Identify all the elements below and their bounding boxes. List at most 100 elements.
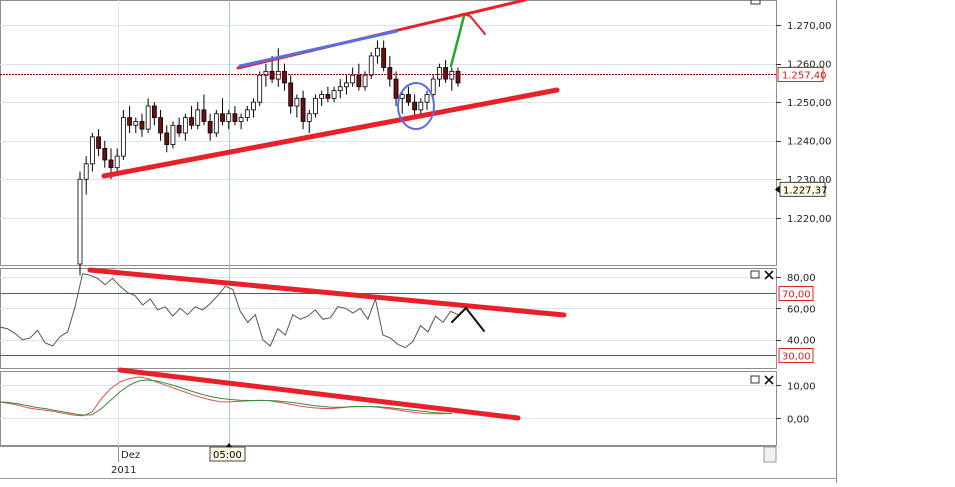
cursor-price-pointer [775,185,780,194]
candle-body [102,148,108,161]
candle-body [133,121,139,126]
candle-body [201,109,207,122]
macd-panel-close-icon[interactable] [764,375,774,385]
candle-body [430,78,436,95]
rsi-panel-close-icon[interactable] [764,270,774,280]
candle-40 [319,90,325,107]
candle-23 [213,109,219,137]
candle-39 [313,94,318,118]
candle-body [381,47,387,68]
candle-15 [164,125,170,153]
candle-body [83,163,89,180]
rsi-axis-tick-label-2: 80,00 [787,273,816,284]
candle-body [288,82,294,107]
candle-body [319,94,325,99]
candle-body [244,109,250,118]
candle-41 [325,86,331,103]
candle-12 [145,98,151,133]
price-axis-tick-label-3: 1.250,00 [787,98,832,109]
candle-30 [257,71,263,107]
current-price-tag-label: 1.257,40 [782,71,827,82]
candle-9 [127,106,132,133]
candle-body [257,74,263,103]
horizontal-scrollbar[interactable] [763,446,777,463]
candle-61 [449,67,455,91]
macd-panel-frame [0,371,777,446]
candle-body [368,55,374,76]
cursor-price-tag-label: 1.227,37 [783,185,828,196]
candle-body [443,67,449,80]
candle-14 [158,109,163,141]
gridlines [0,0,776,446]
candle-13 [151,102,157,126]
candle-body [114,155,120,169]
candle-body [282,70,287,84]
blue-highlight-circle [397,82,435,130]
candle-body [207,121,213,134]
candle-49 [375,40,380,64]
candle-body [313,97,318,115]
candle-24 [220,98,225,126]
candle-body [362,74,368,88]
candle-body [170,124,176,145]
candle-body [120,117,126,157]
candle-42 [331,86,337,103]
rsi-axis-tick-label-0: 40,00 [787,336,816,347]
candle-body [412,101,418,111]
candle-body [455,70,461,84]
rsi-level-70-tag-label: 70,00 [782,290,811,301]
candle-body [331,90,337,99]
candle-body [213,113,219,134]
candle-33 [275,48,281,87]
price-panel-maximize-icon[interactable] [750,0,761,5]
candle-51 [387,55,393,87]
candle-body [77,178,83,265]
candle-10 [133,117,139,133]
candle-body [269,70,275,80]
candle-22 [207,113,213,141]
candle-body [127,117,132,126]
candle-8 [120,109,126,160]
candle-body [139,121,145,130]
candle-47 [362,71,368,91]
candle-55 [412,94,418,118]
blue-resistance-line [238,29,399,68]
candle-26 [232,106,238,126]
candle-18 [182,113,188,141]
cursor-price-tag [779,181,826,197]
candle-36 [294,94,300,118]
panel-controls [750,0,774,385]
candle-body [300,97,306,122]
candle-27 [238,113,244,130]
x-axis-cursor-pointer [226,443,232,447]
macd-axis-tick-label-1: 10,00 [787,381,816,392]
candle-28 [244,106,250,122]
candle-43 [337,79,343,99]
candle-body [189,117,194,126]
candle-57 [424,90,430,110]
rsi-panel-maximize-icon[interactable] [750,270,760,279]
candle-body [232,113,238,122]
price-candles [77,40,461,276]
candle-body [393,78,399,99]
candle-62 [455,67,461,87]
green-up-arrow [449,14,466,68]
candle-38 [306,109,312,133]
candle-1 [77,171,83,276]
x-axis-label-month: Dez [121,450,140,461]
rsi-panel-frame [0,268,777,369]
lower-channel-line [101,87,560,179]
macd-panel-maximize-icon[interactable] [750,375,760,384]
price-panel-frame [0,0,777,266]
candle-body [424,94,430,103]
candle-body [337,86,343,92]
candle-body [182,117,188,134]
candle-body [350,74,356,84]
candle-31 [263,63,269,87]
candle-44 [344,75,349,95]
candle-body [418,101,424,111]
candle-body [325,94,331,99]
candle-4 [96,129,101,157]
